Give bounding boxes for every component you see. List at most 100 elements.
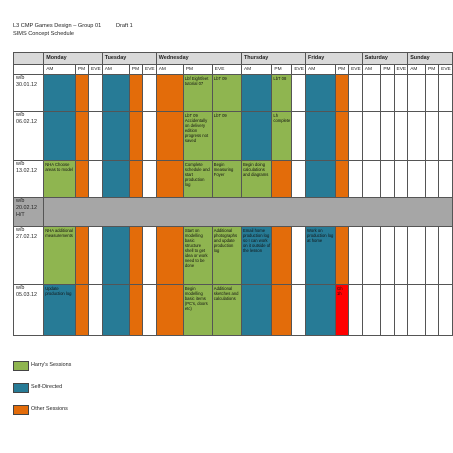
slot-am: AM [407, 64, 426, 75]
session-cell [74, 111, 90, 161]
session-cell [438, 111, 453, 161]
session-cell [155, 284, 184, 336]
session-cell [438, 74, 453, 112]
slot-pm: PM [182, 64, 213, 75]
slot-am: AM [305, 64, 336, 75]
session-cell [407, 160, 426, 198]
session-cell [438, 284, 453, 336]
session-cell [334, 74, 350, 112]
session-cell [380, 160, 395, 198]
session-cell [348, 74, 363, 112]
session-cell: LbT 08 [271, 74, 293, 112]
session-cell [88, 284, 103, 336]
slot-eve: EVE [438, 64, 453, 75]
session-cell [88, 74, 103, 112]
day-saturday: Saturday [361, 52, 409, 65]
session-cell [438, 160, 453, 198]
session-cell [74, 226, 90, 285]
day-monday: Monday [43, 52, 103, 65]
session-cell: LbT 09 Accidentally on delivery edition … [182, 111, 213, 161]
session-cell: NHA Choose areas to model [43, 160, 76, 198]
session-cell [305, 111, 336, 161]
slot-eve: EVE [142, 64, 157, 75]
slot-corner [12, 64, 45, 75]
slot-am: AM [361, 64, 382, 75]
slot-eve: EVE [393, 64, 409, 75]
session-cell [348, 111, 363, 161]
schedule-table: Monday Tuesday Wednesday Thursday Friday… [12, 52, 453, 336]
slot-eve: EVE [291, 64, 307, 75]
session-cell [291, 74, 307, 112]
session-cell [101, 226, 130, 285]
session-cell [101, 160, 130, 198]
session-cell [407, 284, 426, 336]
session-cell [380, 74, 395, 112]
session-cell [407, 226, 426, 285]
session-cell [348, 284, 363, 336]
slot-am: AM [155, 64, 184, 75]
legend-label: Harry's Sessions [31, 362, 72, 368]
session-cell [74, 74, 90, 112]
session-cell: Begin doing calculations and diagrams [240, 160, 273, 198]
day-friday: Friday [305, 52, 363, 65]
session-cell [393, 74, 409, 112]
week-row: w/b 27.02.12 NHA additional measurements… [12, 226, 453, 285]
week-label: w/b 30.01.12 [12, 74, 45, 112]
session-cell: NHA additional measurements [43, 226, 76, 285]
session-cell [271, 226, 293, 285]
session-cell [88, 160, 103, 198]
session-cell [74, 160, 90, 198]
session-cell [88, 226, 103, 285]
schedule-subtitle: SIMS Concept Schedule [13, 31, 74, 37]
session-cell [128, 226, 144, 285]
session-cell [74, 284, 90, 336]
session-cell [155, 226, 184, 285]
session-cell: Lh complete [271, 111, 293, 161]
week-label: w/b 05.03.12 [12, 284, 45, 336]
legend-label: Self-Directed [31, 384, 63, 390]
session-cell [291, 160, 307, 198]
session-cell [101, 284, 130, 336]
session-cell [361, 160, 382, 198]
session-cell [88, 111, 103, 161]
slot-pm: PM [74, 64, 90, 75]
session-cell [128, 111, 144, 161]
session-cell [380, 284, 395, 336]
slot-pm: PM [128, 64, 144, 75]
week-label: w/b 13.02.12 [12, 160, 45, 198]
week-label: w/b 06.02.12 [12, 111, 45, 161]
session-cell [291, 226, 307, 285]
week-label: w/b 20.02.12 H/T [12, 197, 45, 227]
session-cell [424, 226, 440, 285]
session-cell [128, 74, 144, 112]
session-cell [380, 226, 395, 285]
session-cell [142, 74, 157, 112]
session-cell [361, 74, 382, 112]
session-cell: Additional sketches and calculations [211, 284, 242, 336]
session-cell [291, 111, 307, 161]
session-cell: Begin measuring Foyer [211, 160, 242, 198]
draft-label: Draft 1 [116, 23, 133, 29]
session-cell [155, 111, 184, 161]
slot-am: AM [43, 64, 76, 75]
session-cell [424, 111, 440, 161]
corner-cell [12, 52, 45, 65]
session-cell [438, 226, 453, 285]
legend-swatch-other [13, 405, 29, 415]
session-cell [380, 111, 395, 161]
session-cell [43, 111, 76, 161]
session-cell [334, 111, 350, 161]
day-header-row: Monday Tuesday Wednesday Thursday Friday… [12, 52, 453, 65]
session-cell [142, 111, 157, 161]
session-cell [271, 160, 293, 198]
session-cell [155, 160, 184, 198]
session-cell [101, 111, 130, 161]
session-cell [393, 226, 409, 285]
session-cell [155, 74, 184, 112]
session-cell [240, 284, 273, 336]
session-cell [142, 284, 157, 336]
session-cell [240, 111, 273, 161]
week-row: w/b 06.02.12 LbT 09 Accidentally on deli… [12, 111, 453, 161]
week-row: w/b 13.02.12 NHA Choose areas to model C… [12, 160, 453, 198]
session-cell [424, 284, 440, 336]
